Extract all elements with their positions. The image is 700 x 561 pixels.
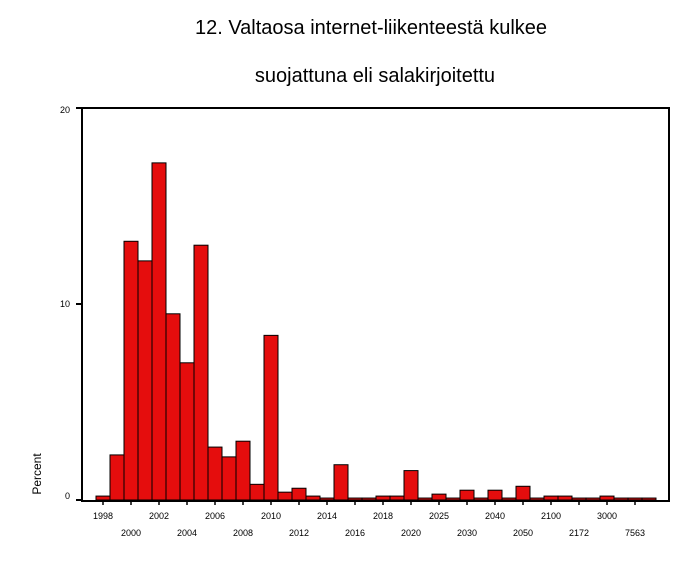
- bars-group: [95, 162, 657, 501]
- bar-9: [221, 456, 237, 501]
- x-tick-label-top-0: 1998: [93, 511, 113, 521]
- bar-35: [585, 497, 601, 501]
- x-tick-label-bottom-5: 2020: [401, 528, 421, 538]
- bar-15: [305, 495, 321, 501]
- x-tick-label-bottom-0: 2000: [121, 528, 141, 538]
- bar-20: [375, 495, 391, 501]
- bar-18: [347, 497, 363, 501]
- x-axis-ticks-group: 1998 2002 2006 2010 2014 2018 2025 2040 2100 3000…: [93, 501, 645, 538]
- x-tick-label-bottom-7: 2050: [513, 528, 533, 538]
- chart-title-line-2: suojattuna eli salakirjoitettu: [255, 65, 495, 87]
- x-tick-label-top-1: 2002: [149, 511, 169, 521]
- bar-24: [431, 493, 447, 501]
- bar-33: [557, 495, 573, 501]
- bar-17: [333, 464, 349, 501]
- x-tick-label-bottom-2: 2008: [233, 528, 253, 538]
- x-tick-label-top-7: 2040: [485, 511, 505, 521]
- bar-11: [249, 483, 265, 501]
- bar-25: [445, 497, 461, 501]
- bar-5: [165, 313, 181, 501]
- bar-4: [151, 162, 167, 501]
- x-tick-label-bottom-4: 2016: [345, 528, 365, 538]
- y-tick-label-10: 10: [60, 299, 70, 309]
- bar-13: [277, 491, 293, 501]
- y-tick-label-0: 0: [65, 491, 70, 501]
- x-tick-label-bottom-8: 2172: [569, 528, 589, 538]
- bar-6: [179, 362, 195, 501]
- x-tick-label-top-3: 2010: [261, 511, 281, 521]
- x-tick-label-top-9: 3000: [597, 511, 617, 521]
- bar-22: [403, 470, 419, 501]
- bar-16: [319, 497, 335, 501]
- x-tick-label-top-8: 2100: [541, 511, 561, 521]
- x-tick-label-top-5: 2018: [373, 511, 393, 521]
- x-tick-label-bottom-9: 7563: [625, 528, 645, 538]
- y-axis-label: Percent: [30, 453, 44, 495]
- bar-19: [361, 497, 377, 501]
- bar-1: [109, 454, 125, 501]
- chart-title-line-1: 12. Valtaosa internet-liikenteestä kulke…: [195, 17, 547, 39]
- bar-27: [473, 497, 489, 501]
- bar-29: [501, 497, 517, 501]
- bar-21: [389, 495, 405, 501]
- bar-32: [543, 495, 559, 501]
- x-tick-label-top-6: 2025: [429, 511, 449, 521]
- bar-38: [627, 497, 643, 501]
- bar-30: [515, 485, 531, 501]
- bar-28: [487, 489, 503, 501]
- bar-0: [95, 495, 111, 501]
- y-tick-label-20: 20: [60, 105, 70, 115]
- bar-31: [529, 497, 545, 501]
- x-tick-label-top-2: 2006: [205, 511, 225, 521]
- bar-7: [193, 244, 209, 501]
- bar-12: [263, 334, 279, 501]
- bar-37: [613, 497, 629, 501]
- x-tick-label-bottom-6: 2030: [457, 528, 477, 538]
- bar-23: [417, 497, 433, 501]
- bar-10: [235, 440, 251, 501]
- bar-36: [599, 495, 615, 501]
- bar-14: [291, 487, 307, 501]
- x-tick-label-top-4: 2014: [317, 511, 337, 521]
- bar-2: [123, 240, 139, 501]
- bar-26: [459, 489, 475, 501]
- bar-3: [137, 260, 153, 501]
- bar-8: [207, 446, 223, 501]
- x-tick-label-bottom-3: 2012: [289, 528, 309, 538]
- x-tick-label-bottom-1: 2004: [177, 528, 197, 538]
- bar-39: [641, 497, 657, 501]
- bar-34: [571, 497, 587, 501]
